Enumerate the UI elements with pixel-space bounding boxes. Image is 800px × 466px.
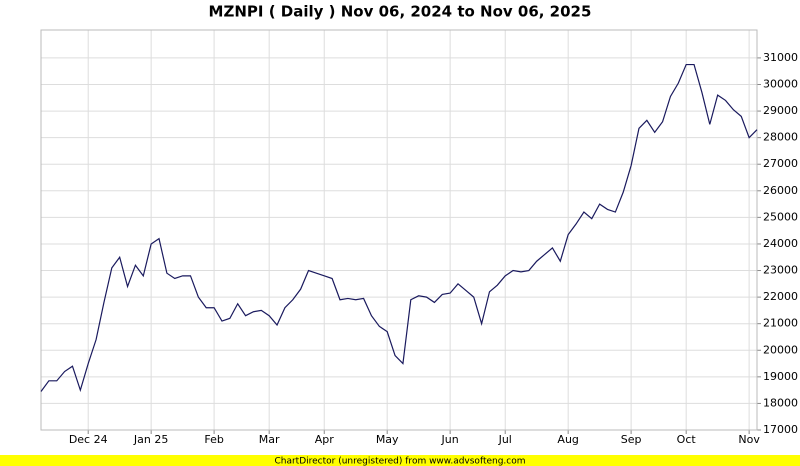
plot-border	[40, 29, 758, 431]
y-tick-label: 17000	[763, 423, 798, 436]
y-tick-label: 19000	[763, 370, 798, 383]
x-tick-label: Dec 24	[69, 433, 108, 446]
y-tick-label: 20000	[763, 343, 798, 356]
plot-area	[40, 29, 758, 431]
y-tick-label: 26000	[763, 184, 798, 197]
y-tick-label: 21000	[763, 317, 798, 330]
y-tick-label: 22000	[763, 290, 798, 303]
x-tick-label: Jun	[441, 433, 459, 446]
y-tick-label: 27000	[763, 157, 798, 170]
x-tick-label: Apr	[315, 433, 335, 446]
x-tick-label: Sep	[621, 433, 642, 446]
x-tick-label: May	[376, 433, 399, 446]
x-tick-label: Jan 25	[133, 433, 168, 446]
price-line	[40, 63, 758, 393]
y-tick-label: 18000	[763, 396, 798, 409]
x-tick-label: Aug	[557, 433, 578, 446]
y-tick-label: 23000	[763, 264, 798, 277]
y-tick-label: 31000	[763, 51, 798, 64]
y-tick-label: 28000	[763, 131, 798, 144]
footer-bar	[0, 455, 800, 466]
y-tick-label: 29000	[763, 104, 798, 117]
x-tick-label: Oct	[677, 433, 697, 446]
x-tick-label: Jul	[498, 433, 512, 446]
y-tick-label: 30000	[763, 77, 798, 90]
y-tick-label: 25000	[763, 210, 798, 223]
x-tick-label: Feb	[204, 433, 223, 446]
y-tick-label: 24000	[763, 237, 798, 250]
footer: ChartDirector (unregistered) from www.ad…	[274, 457, 525, 466]
x-tick-label: Nov	[738, 433, 760, 446]
chart-title: MZNPI ( Daily ) Nov 06, 2024 to Nov 06, …	[209, 3, 592, 21]
x-tick-label: Mar	[259, 433, 280, 446]
